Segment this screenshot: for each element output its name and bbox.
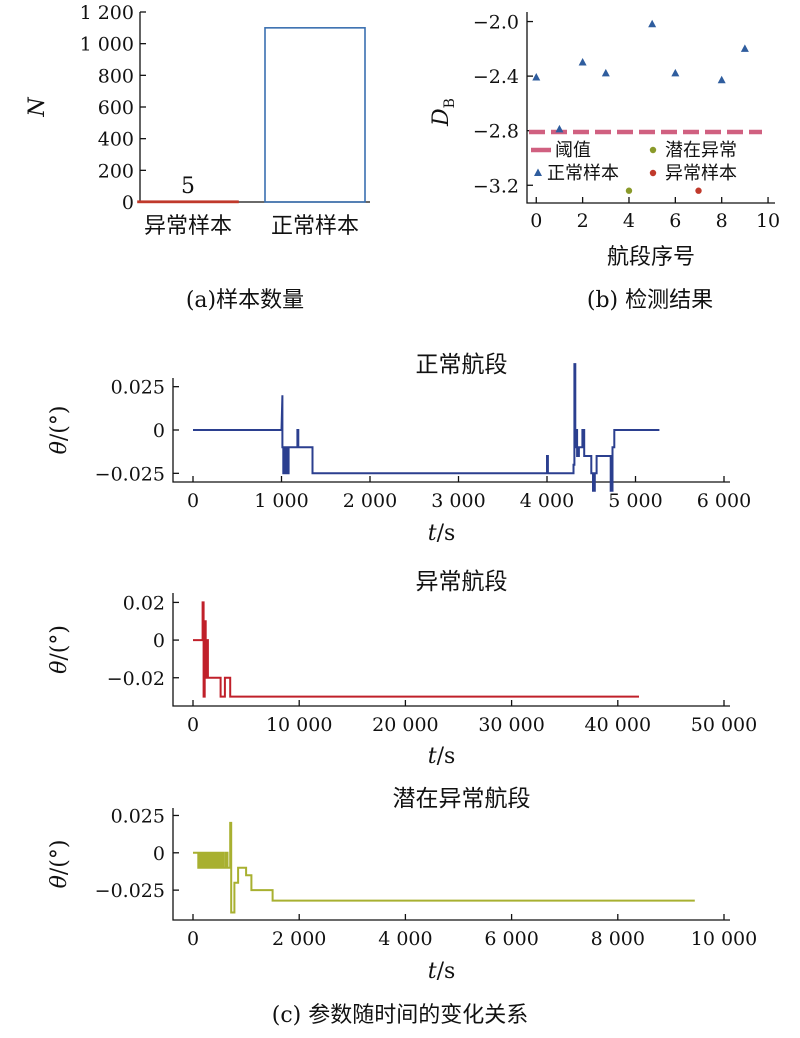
y-axis-label: N — [25, 97, 50, 118]
x-tick-label: 50 000 — [691, 714, 757, 736]
x-tick-label: 3 000 — [431, 490, 485, 512]
data-point — [555, 124, 564, 133]
y-tick-label: −0.02 — [107, 668, 165, 690]
x-tick-label: 0 — [187, 928, 199, 950]
axis-c3 — [172, 808, 730, 921]
x-tick-label: 2 — [577, 210, 589, 232]
x-tick-label: 1 000 — [254, 490, 308, 512]
series-line — [193, 601, 639, 698]
chart-title: 异常航段 — [416, 569, 508, 595]
y-tick-label: 0 — [153, 420, 165, 442]
x-tick-label: 4 — [623, 210, 635, 232]
x-tick-label: 10 — [756, 210, 780, 232]
caption-c: (c) 参数随时间的变化关系 — [272, 1003, 528, 1028]
x-axis-label: 航段序号 — [607, 245, 695, 270]
x-tick-label: 6 — [669, 210, 681, 232]
y-axis-label: θ/(°) — [47, 625, 72, 674]
x-tick-label: 4 000 — [520, 490, 574, 512]
y-axis-label: DB — [429, 98, 458, 127]
axis-c1 — [172, 378, 730, 483]
series-line — [193, 821, 695, 914]
y-tick-label: 0 — [153, 843, 165, 865]
series-line — [193, 363, 660, 492]
y-tick-label: 1 200 — [80, 2, 134, 24]
x-tick-label: 0 — [187, 490, 199, 512]
x-tick-label: 40 000 — [585, 714, 651, 736]
data-point — [648, 19, 657, 28]
data-point — [532, 72, 541, 81]
x-tick-label: 0 — [187, 714, 199, 736]
axis-a — [139, 12, 370, 203]
y-tick-label: −0.025 — [95, 880, 165, 902]
axis-c2 — [172, 593, 730, 707]
y-tick-label: 0.02 — [123, 592, 165, 614]
x-tick-label: 6 000 — [697, 490, 751, 512]
chart-c3: 潜在异常航段 0.025 0 −0.025 0 2 000 4 000 6 000 8 000 1… — [47, 786, 757, 984]
x-tick-label: 异常样本 — [144, 214, 232, 239]
x-axis-label: t/s — [428, 744, 456, 769]
data-label: 5 — [181, 174, 195, 199]
legend-swatch — [649, 146, 657, 154]
y-axis-label: θ/(°) — [47, 406, 72, 455]
x-tick-label: 5 000 — [608, 490, 662, 512]
x-axis-label: t/s — [428, 521, 456, 546]
y-tick-label: −2.8 — [473, 121, 519, 143]
bar — [137, 200, 239, 204]
x-tick-label: 30 000 — [478, 714, 544, 736]
legend-swatch — [534, 168, 542, 176]
chart-title: 潜在异常航段 — [393, 786, 531, 812]
x-tick-label: 10 000 — [691, 928, 757, 950]
y-tick-label: 0.025 — [111, 377, 165, 399]
legend-label: 阈值 — [555, 140, 591, 161]
y-tick-label: 0.025 — [111, 805, 165, 827]
x-tick-label: 2 000 — [343, 490, 397, 512]
bar — [264, 27, 366, 203]
caption-b: (b) 检测结果 — [587, 288, 713, 313]
legend-swatch — [649, 169, 657, 177]
data-point — [671, 68, 680, 77]
data-point — [695, 187, 702, 194]
y-tick-label: 0 — [153, 630, 165, 652]
x-tick-label: 0 — [530, 210, 542, 232]
x-tick-label: 8 000 — [591, 928, 645, 950]
y-tick-label: −3.2 — [473, 175, 519, 197]
chart-title: 正常航段 — [416, 352, 508, 378]
x-tick-label: 4 000 — [378, 928, 432, 950]
x-tick-label: 6 000 — [484, 928, 538, 950]
y-tick-label: 400 — [98, 129, 134, 151]
data-point — [717, 75, 726, 84]
y-axis-label: θ/(°) — [47, 840, 72, 889]
x-tick-label: 8 — [716, 210, 728, 232]
legend-label: 潜在异常 — [665, 140, 737, 161]
x-tick-label: 2 000 — [272, 928, 326, 950]
y-tick-label: 600 — [98, 97, 134, 119]
data-point — [625, 187, 633, 194]
data-point — [578, 57, 587, 66]
y-tick-label: 800 — [98, 65, 134, 87]
y-tick-label: 0 — [122, 192, 134, 214]
x-tick-label: 正常样本 — [271, 214, 359, 239]
caption-a: (a)样本数量 — [186, 288, 304, 313]
legend-label: 异常样本 — [665, 163, 737, 184]
y-tick-label: 200 — [98, 160, 134, 182]
data-point — [601, 68, 610, 77]
x-tick-label: 20 000 — [372, 714, 438, 736]
chart-c1: 正常航段 0.025 0 −0.025 0 1 000 2 000 3 000 4 000 5 0… — [47, 352, 751, 546]
y-tick-label: −2.0 — [473, 12, 519, 34]
x-axis-label: t/s — [428, 959, 456, 984]
y-tick-label: −2.4 — [473, 66, 519, 88]
legend-label: 正常样本 — [547, 163, 619, 184]
chart-a: 0 200 400 600 800 1 000 1 200 异常样本 5 正常样本 N — [25, 2, 370, 239]
y-tick-label: 1 000 — [80, 34, 134, 56]
y-tick-label: −0.025 — [95, 463, 165, 485]
x-tick-label: 10 000 — [266, 714, 332, 736]
chart-c2: 异常航段 0.02 0 −0.02 0 10 000 20 000 30 000 40 000 5… — [47, 569, 757, 769]
data-point — [740, 44, 749, 52]
